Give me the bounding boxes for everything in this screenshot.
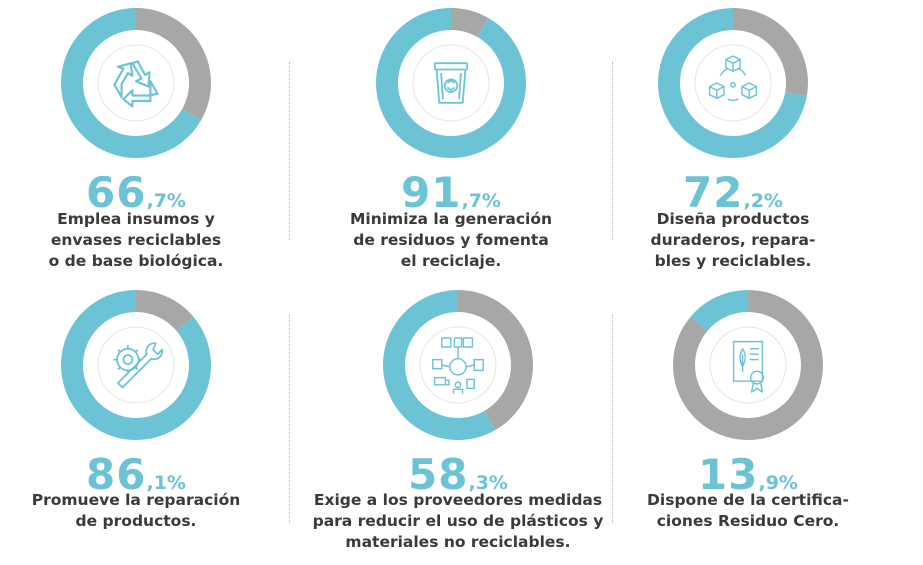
- donut-chart: [61, 8, 211, 158]
- percentage-integer: 72: [683, 168, 744, 217]
- icon-circle: [709, 326, 787, 404]
- percentage-integer: 58: [408, 450, 469, 499]
- donut-chart: [658, 8, 808, 158]
- percentage-decimal: ,7%: [461, 190, 501, 212]
- donut-slice-remainder: [136, 290, 194, 331]
- stat-cell: 66,7% Emplea insumos y envases reciclable…: [0, 0, 308, 282]
- donut-slice-value: [383, 290, 496, 440]
- column-separator: [612, 62, 613, 240]
- percentage-label: 86,1%: [0, 454, 290, 496]
- stat-description: Emplea insumos y envases reciclables o d…: [48, 210, 224, 270]
- column-separator: [612, 315, 613, 523]
- donut-chart: [61, 290, 211, 440]
- stat-cell: 58,3% Exige a los proveedores medidas par…: [308, 282, 616, 564]
- stat-cell: 91,7% Minimiza la generación de residuos …: [308, 0, 616, 282]
- percentage-integer: 91: [401, 168, 462, 217]
- icon-circle: [412, 44, 490, 122]
- icon-circle: [97, 44, 175, 122]
- donut-slice-value: [658, 8, 807, 158]
- donut-slice-remainder: [733, 8, 808, 97]
- donut-slice-remainder: [136, 8, 211, 121]
- percentage-decimal: ,3%: [468, 472, 508, 494]
- donut-slice-value: [376, 8, 526, 159]
- percentage-decimal: ,1%: [146, 472, 186, 494]
- column-separator: [289, 62, 290, 240]
- donut-slice-remainder: [451, 8, 489, 38]
- donut-chart: [383, 290, 533, 440]
- stat-description: Minimiza la generación de residuos y fom…: [349, 210, 553, 270]
- percentage-label: 72,2%: [579, 172, 887, 214]
- donut-slice-remainder: [458, 290, 533, 431]
- percentage-integer: 86: [86, 450, 147, 499]
- stat-cell: 13,9% Dispone de la certifica- ciones Res…: [615, 282, 923, 564]
- donut-slice-value: [61, 8, 202, 158]
- donut-slice-remainder: [673, 290, 823, 440]
- donut-slice-value: [690, 290, 748, 331]
- stat-description: Diseña productos duraderos, repara- bles…: [650, 210, 816, 270]
- donut-slice-value: [61, 290, 211, 440]
- percentage-decimal: ,2%: [743, 190, 783, 212]
- stat-description: Exige a los proveedores medidas para red…: [312, 491, 604, 551]
- donut-chart: [376, 8, 526, 159]
- percentage-decimal: ,7%: [146, 190, 186, 212]
- gear-wrench-icon: [113, 342, 164, 389]
- cubes-cycle-icon: [708, 55, 758, 101]
- percentage-label: 58,3%: [304, 454, 612, 496]
- stat-description: Promueve la reparación de productos.: [31, 491, 241, 530]
- certificate-icon: [732, 340, 765, 393]
- donut-chart: [673, 290, 823, 440]
- recycle-icon: [113, 60, 159, 108]
- percentage-integer: 66: [86, 168, 147, 217]
- column-separator: [289, 315, 290, 523]
- supply-chain-icon: [432, 337, 484, 394]
- stat-cell: 72,2% Diseña productos duraderos, repara-…: [615, 0, 923, 282]
- icon-circle: [419, 326, 497, 404]
- stat-description: Dispone de la certifica- ciones Residuo …: [647, 491, 849, 530]
- percentage-label: 66,7%: [0, 172, 290, 214]
- percentage-label: 13,9%: [594, 454, 902, 496]
- recycling-bin-icon: [433, 62, 469, 104]
- percentage-decimal: ,9%: [758, 472, 798, 494]
- percentage-integer: 13: [698, 450, 759, 499]
- percentage-label: 91,7%: [297, 172, 605, 214]
- stat-cell: 86,1% Promueve la reparación de productos…: [0, 282, 308, 564]
